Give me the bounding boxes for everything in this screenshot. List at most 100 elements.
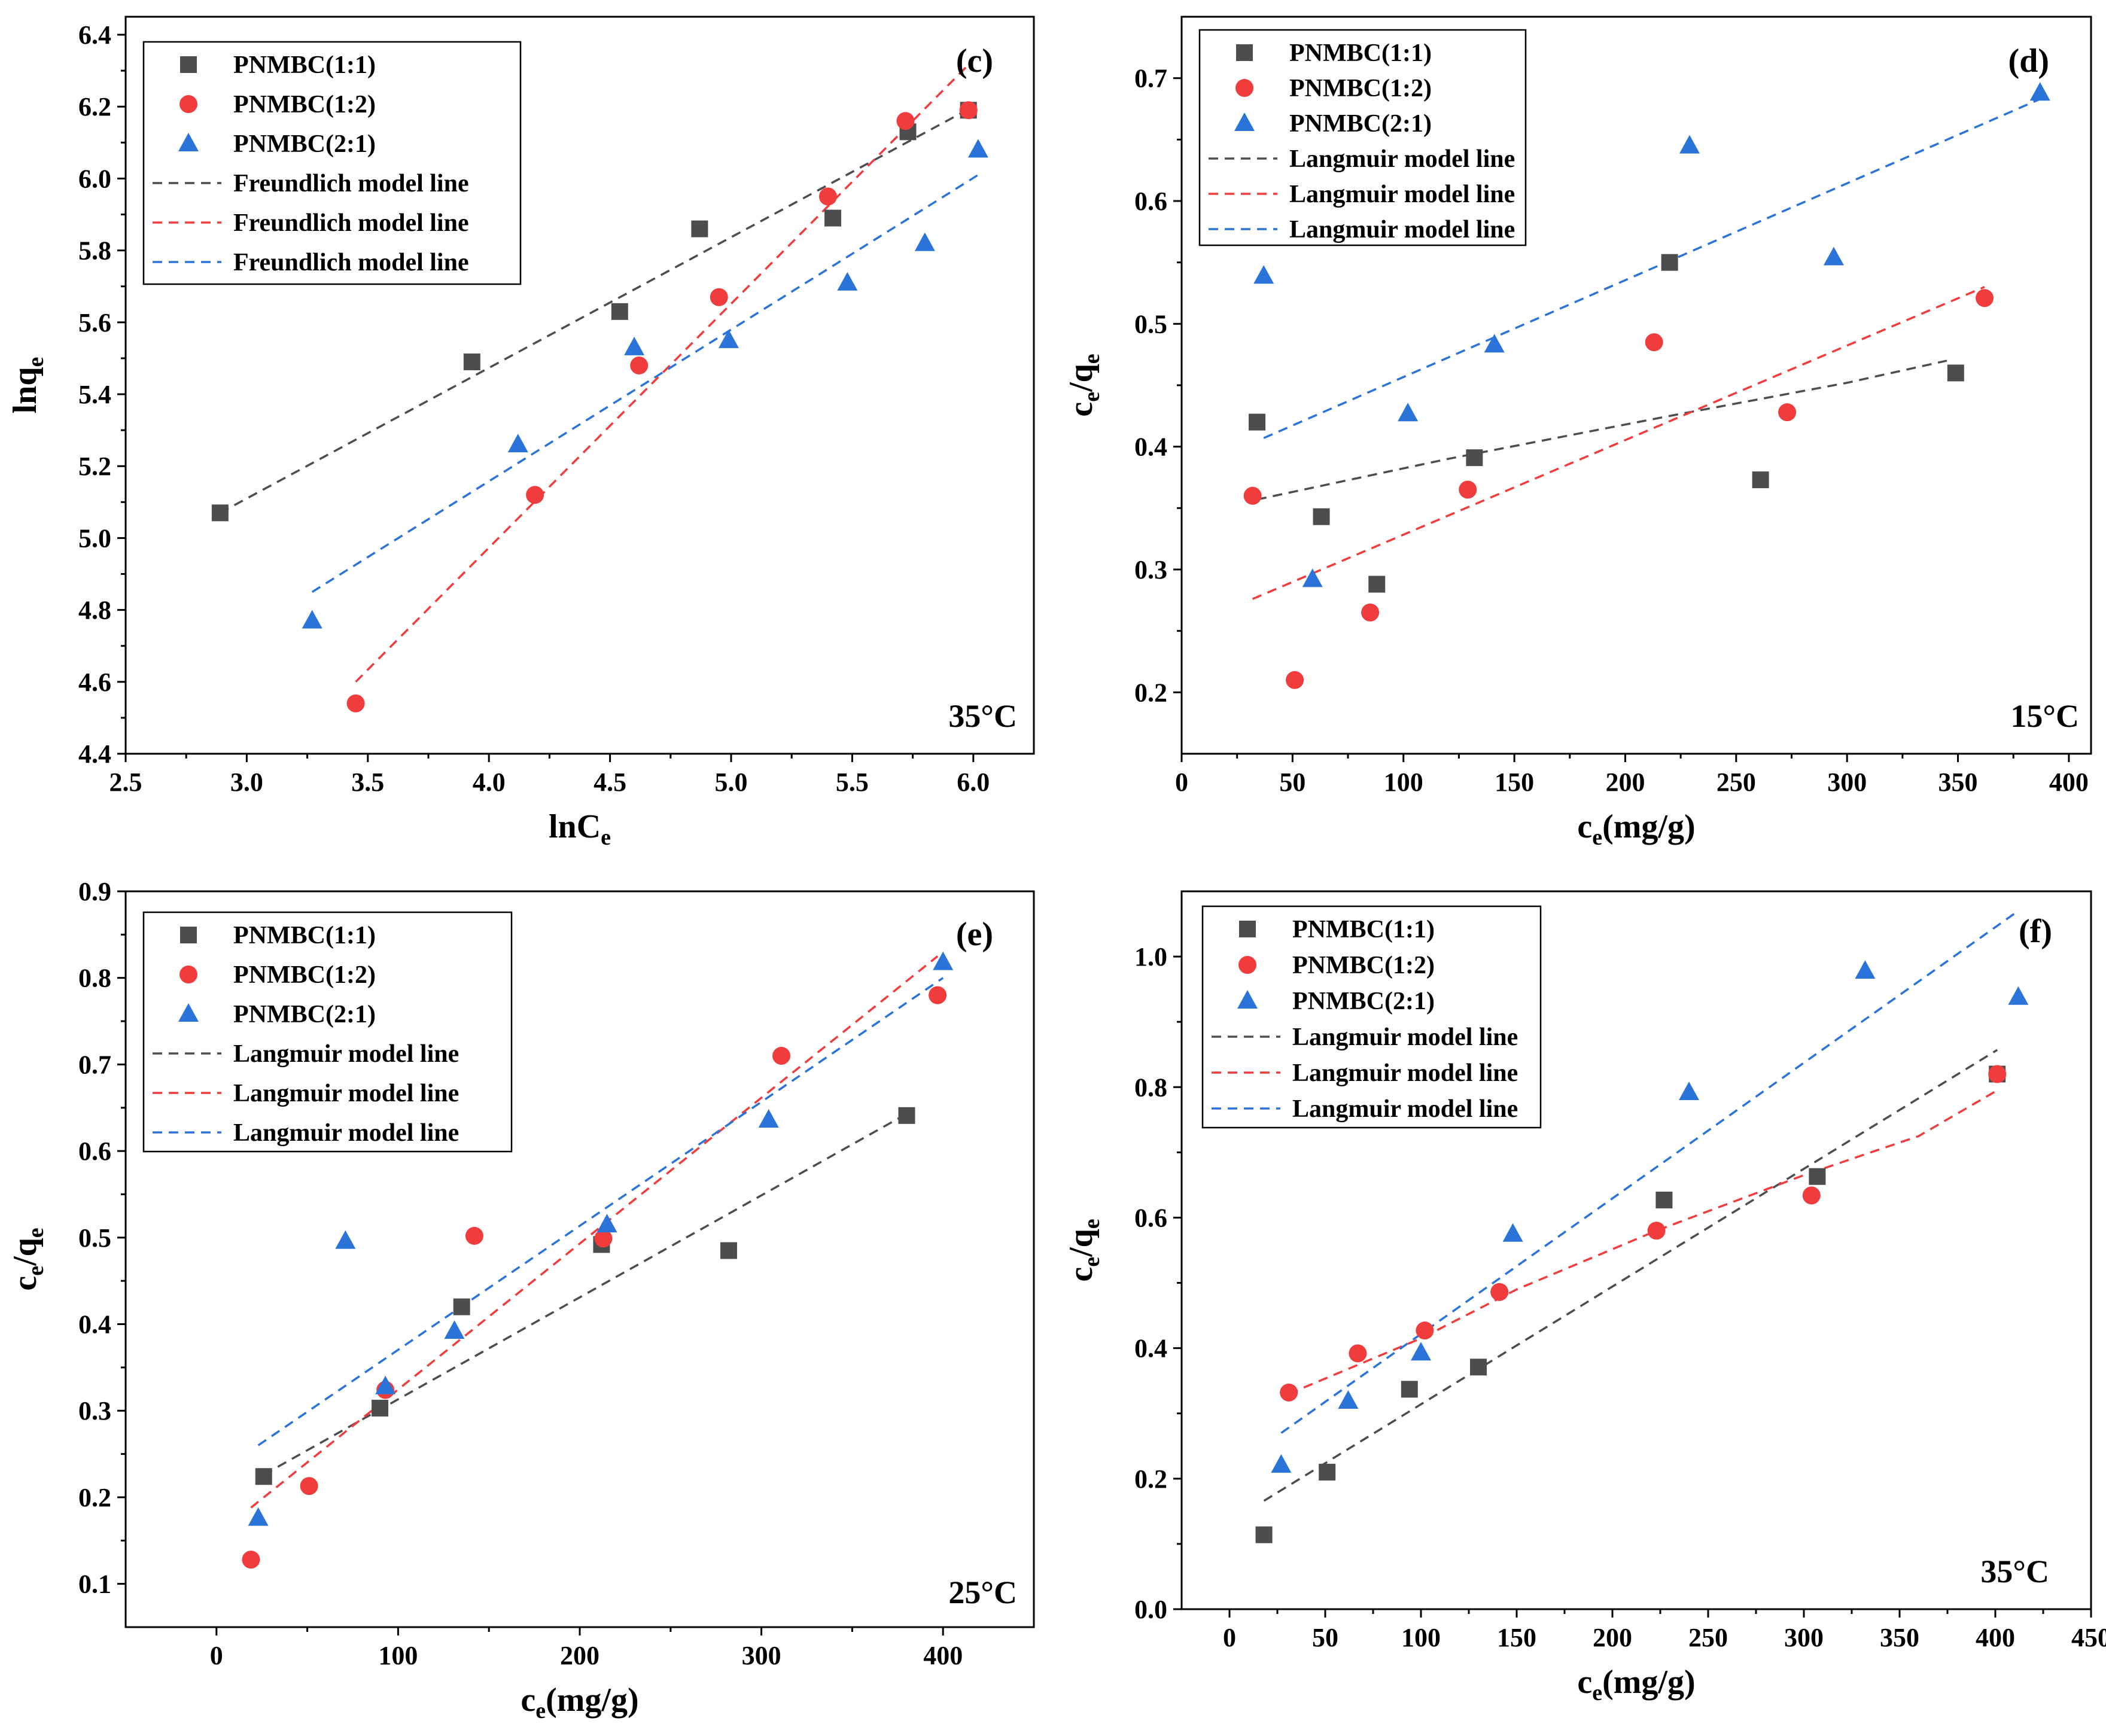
y-tick-label: 0.2 (1134, 1464, 1167, 1494)
data-point-series-2 (526, 486, 544, 504)
model-line-series-1 (1263, 1049, 1998, 1502)
y-tick-label: 0.5 (78, 1223, 111, 1253)
data-point-series-3 (1823, 246, 1844, 266)
model-line-series-3 (1263, 98, 2041, 439)
data-point-series-3 (507, 434, 528, 453)
x-tick-label: 300 (1784, 1623, 1824, 1652)
data-point-series-2 (1802, 1186, 1821, 1205)
y-tick-label: 0.8 (78, 964, 111, 993)
plot-frame (1180, 890, 2092, 1610)
x-tick-label: 0 (1175, 768, 1188, 797)
legend-label: Freundlich model line (233, 249, 469, 276)
x-axis-title: ce(mg/g) (1577, 1664, 1695, 1705)
x-tick-label: 100 (1384, 768, 1423, 797)
x-tick-label: 100 (378, 1641, 418, 1670)
temperature-annotation: 25°C (948, 1574, 1017, 1610)
data-point-series-3 (914, 232, 935, 251)
x-tick-label: 100 (1401, 1623, 1441, 1652)
temperature-annotation: 35°C (1980, 1554, 2049, 1589)
y-tick-label: 0.4 (1134, 1334, 1167, 1363)
data-point-series-1 (372, 1399, 389, 1417)
data-point-series-2 (1490, 1283, 1509, 1301)
legend-label: PNMBC(2:1) (233, 1001, 376, 1028)
y-tick-label: 6.4 (78, 20, 111, 50)
data-point-series-1 (211, 504, 229, 522)
x-tick-label: 200 (1605, 768, 1645, 797)
data-point-series-2 (1778, 403, 1797, 422)
y-tick-label: 0.1 (78, 1570, 111, 1599)
x-tick-label: 3.0 (230, 768, 263, 797)
x-tick-label: 3.5 (351, 768, 384, 797)
data-point-series-3 (375, 1375, 396, 1394)
x-tick-label: 300 (742, 1641, 781, 1670)
data-point-series-3 (624, 336, 645, 355)
y-tick-label: 4.6 (78, 668, 111, 697)
y-tick-label: 5.4 (78, 380, 111, 409)
data-point-series-2 (1361, 603, 1380, 622)
data-point-series-2 (1647, 1222, 1666, 1240)
x-tick-label: 300 (1827, 768, 1867, 797)
panel-tag: (f) (2019, 913, 2052, 950)
data-point-series-1 (453, 1298, 470, 1315)
x-axis-title: ce(mg/g) (1577, 808, 1695, 850)
y-tick-label: 0.0 (1134, 1595, 1167, 1624)
legend-label: PNMBC(1:1) (1292, 916, 1435, 943)
legend-marker-series-1 (1236, 44, 1253, 61)
data-point-series-2 (1416, 1321, 1434, 1340)
data-point-series-3 (1502, 1223, 1523, 1242)
panel-tag: (d) (2008, 42, 2049, 80)
data-point-series-2 (594, 1229, 613, 1248)
legend: PNMBC(1:1) PNMBC(1:2) PNMBC(2:1) Langmuir m… (1198, 29, 1527, 246)
panel-e: 0 100 200 300 400 0.1 0.2 0.3 0.4 0.5 0.6 0.7 0.8 0.9… (7, 877, 1035, 1723)
legend-marker-series-3 (178, 1003, 199, 1022)
y-tick-label: 0.7 (78, 1050, 111, 1079)
x-tick-label: 0 (210, 1641, 223, 1670)
y-tick-label: 4.4 (78, 739, 111, 769)
data-point-series-3 (1855, 960, 1876, 979)
data-point-series-2 (346, 694, 365, 712)
data-point-series-1 (720, 1242, 737, 1259)
y-tick-label: 0.8 (1134, 1073, 1167, 1102)
data-point-series-3 (758, 1109, 779, 1128)
legend-box (1198, 29, 1527, 246)
data-point-series-1 (1809, 1168, 1826, 1185)
legend-marker-series-1 (1239, 921, 1256, 937)
panel-f: 0 50 100 150 200 250 300 350 400 450 0.0 0.2 0.4 0.6 0… (1063, 890, 2106, 1705)
x-tick-label: 400 (1976, 1623, 2015, 1652)
x-tick-label: 6.0 (957, 768, 990, 797)
data-point-series-1 (463, 353, 480, 370)
y-tick-label: 0.5 (1134, 309, 1167, 339)
data-point-series-3 (1338, 1390, 1359, 1409)
data-point-series-3 (1484, 334, 1505, 353)
y-tick-label: 0.3 (78, 1396, 111, 1426)
data-point-series-2 (710, 288, 728, 306)
data-point-series-1 (1661, 254, 1678, 271)
data-point-series-3 (1271, 1454, 1292, 1473)
data-point-series-1 (1368, 575, 1386, 593)
data-point-series-3 (718, 329, 739, 348)
model-line-series-1 (220, 105, 974, 514)
x-tick-label: 250 (1688, 1623, 1728, 1652)
data-point-series-2 (242, 1551, 260, 1569)
legend-label: Langmuir model line (1289, 181, 1515, 208)
model-line-series-3 (1280, 910, 2019, 1434)
legend-marker-series-2 (179, 95, 197, 113)
data-point-series-1 (898, 1107, 915, 1124)
data-point-series-1 (824, 209, 842, 227)
legend-label: PNMBC(1:2) (1289, 75, 1432, 102)
y-tick-label: 0.7 (1134, 64, 1167, 93)
legend-box (142, 911, 513, 1153)
legend-marker-series-3 (178, 133, 199, 151)
panel-c: 2.5 3.0 3.5 4.0 4.5 5.0 5.5 6.0 4.4 4.6 4.8 5.0 5.2 5… (7, 16, 1035, 850)
legend-label: Langmuir model line (233, 1080, 459, 1107)
legend-marker-series-1 (180, 927, 197, 943)
model-line-series-3 (311, 173, 979, 593)
x-tick-label: 400 (923, 1641, 963, 1670)
model-line-series-3 (257, 977, 944, 1446)
y-tick-label: 5.0 (78, 523, 111, 553)
model-line-series-2 (1288, 1089, 1998, 1395)
y-tick-label: 0.9 (78, 877, 111, 906)
legend-label: PNMBC(1:1) (233, 51, 376, 79)
legend-marker-series-3 (1234, 112, 1255, 131)
legend-label: PNMBC(1:2) (233, 91, 376, 118)
